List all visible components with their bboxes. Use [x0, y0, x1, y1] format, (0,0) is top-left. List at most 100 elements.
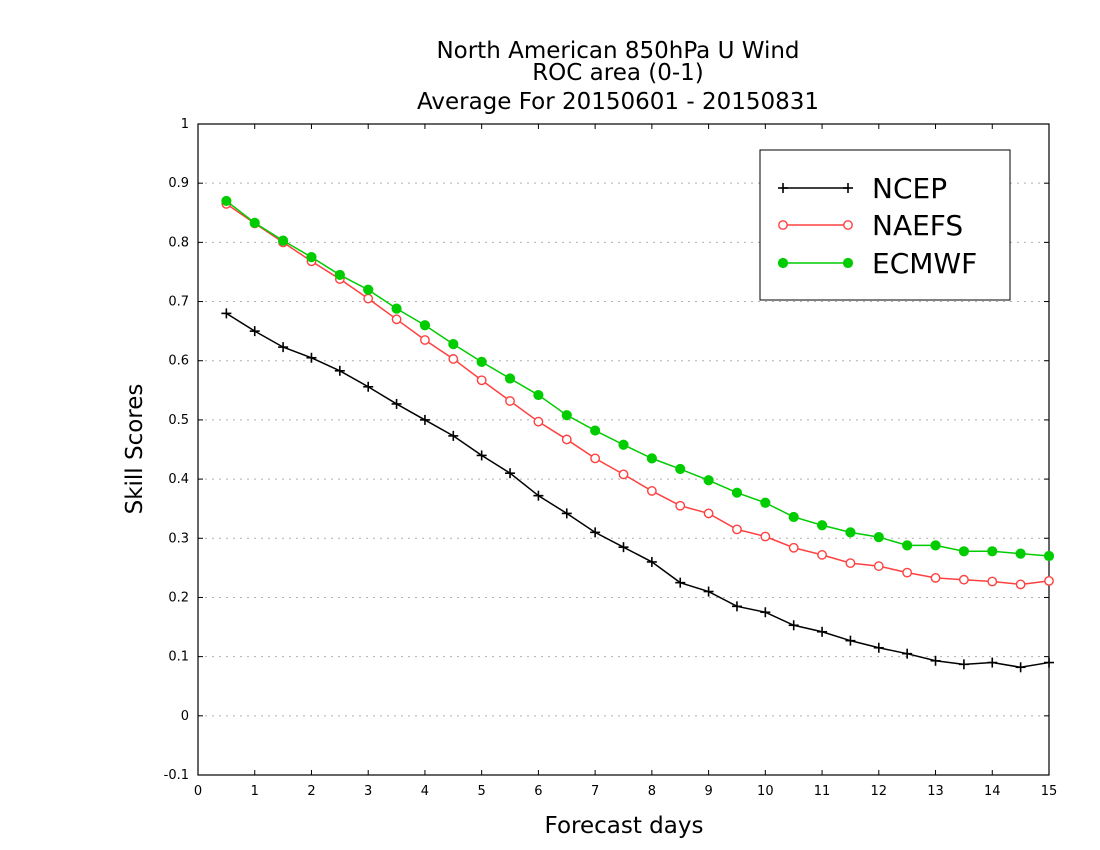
x-tick-label: 2: [307, 784, 315, 799]
point-naefs: [391, 314, 402, 325]
point-ecmwf: [278, 235, 289, 246]
point-ncep: [1015, 662, 1026, 673]
point-ecmwf: [476, 356, 487, 368]
point-naefs: [703, 508, 714, 519]
point-ncep: [590, 527, 601, 538]
x-tick-label: 11: [814, 784, 831, 799]
legend-label-ncep: NCEP: [872, 172, 947, 205]
point-ecmwf: [646, 453, 657, 464]
point-ecmwf: [419, 320, 431, 331]
point-ecmwf: [675, 463, 686, 475]
point-ncep: [505, 468, 516, 479]
point-ncep: [760, 607, 771, 618]
y-tick-label: 0.5: [168, 413, 189, 428]
plot-frame: [197, 123, 1050, 776]
y-tick-label: 0.2: [168, 590, 189, 605]
point-naefs: [845, 558, 856, 569]
y-axis-title: Skill Scores: [122, 384, 148, 515]
point-naefs: [533, 416, 544, 427]
point-ecmwf: [930, 540, 941, 551]
point-ecmwf: [873, 531, 884, 543]
y-tick-label: 1: [181, 117, 189, 132]
series-naefs: [221, 198, 1054, 590]
point-ncep: [845, 635, 856, 646]
point-naefs: [618, 469, 629, 480]
point-ncep: [930, 655, 941, 666]
y-tick-label: 0.6: [168, 354, 189, 369]
y-tick-label: 0.7: [168, 295, 189, 310]
point-ncep: [561, 508, 572, 519]
point-naefs: [590, 453, 601, 464]
legend: NCEP NAEFS ECMWF: [759, 149, 1011, 301]
point-naefs: [873, 561, 884, 571]
point-ncep: [618, 542, 629, 553]
point-ecmwf: [306, 252, 317, 263]
y-tick-label: 0: [181, 709, 189, 724]
point-ncep: [703, 586, 714, 597]
point-ecmwf: [1043, 550, 1055, 562]
point-naefs: [476, 375, 487, 386]
point-naefs: [959, 574, 969, 585]
point-ecmwf: [249, 217, 260, 228]
point-ecmwf: [987, 546, 998, 557]
x-tick-label: 14: [984, 784, 1001, 799]
point-ecmwf: [845, 527, 856, 538]
point-ecmwf: [334, 269, 345, 281]
point-naefs: [987, 576, 998, 587]
point-ecmwf: [731, 487, 743, 498]
point-naefs: [1015, 579, 1026, 590]
legend-marker-naefs: [778, 220, 788, 230]
point-ecmwf: [590, 425, 601, 436]
point-ncep: [817, 626, 828, 637]
point-ncep: [391, 398, 402, 409]
point-ecmwf: [1015, 548, 1026, 559]
x-tick-label: 5: [478, 784, 486, 799]
legend-item-naefs: NAEFS: [778, 209, 963, 242]
legend-marker-ncep: [778, 183, 788, 193]
x-tick-label: 3: [364, 784, 372, 799]
legend-item-ecmwf: ECMWF: [777, 247, 977, 280]
point-ncep: [476, 450, 487, 461]
point-ncep: [419, 414, 430, 425]
legend-item-ncep: NCEP: [778, 172, 947, 205]
x-tick-label: 1: [251, 784, 259, 799]
y-tick-label: 0.8: [168, 235, 189, 250]
point-ncep: [221, 308, 232, 319]
point-naefs: [788, 542, 799, 553]
series-ecmwf: [221, 195, 1055, 562]
x-tick-label: 7: [591, 784, 599, 799]
legend-label-ecmwf: ECMWF: [872, 247, 977, 280]
y-tick-label: 0.3: [168, 531, 189, 546]
point-ncep: [902, 648, 913, 659]
x-tick-label: 6: [534, 784, 542, 799]
point-naefs: [505, 396, 515, 406]
point-ncep: [873, 642, 884, 653]
y-tick-label: -0.1: [164, 768, 189, 783]
point-ecmwf: [902, 540, 913, 551]
chart-title: North American 850hPa U Wind ROC area (0…: [417, 38, 819, 115]
point-naefs: [675, 500, 686, 511]
point-naefs: [902, 567, 913, 578]
point-naefs: [817, 549, 827, 560]
y-tick-label: 0.1: [168, 650, 189, 665]
x-tick-label: 4: [421, 784, 429, 799]
point-ncep: [334, 365, 345, 376]
point-ncep: [363, 381, 374, 392]
point-ncep: [731, 601, 742, 612]
point-ncep: [249, 326, 260, 337]
title-line-2: ROC area (0-1): [532, 60, 704, 86]
point-ncep: [675, 577, 686, 588]
y-tick-label: 0.9: [168, 176, 189, 191]
point-naefs: [646, 486, 657, 496]
point-ncep: [1044, 657, 1054, 668]
point-ncep: [987, 657, 998, 668]
x-tick-label: 15: [1041, 784, 1058, 799]
x-tick-label: 13: [927, 784, 944, 799]
x-tick-label: 9: [704, 784, 712, 799]
point-ecmwf: [504, 373, 516, 384]
point-ecmwf: [958, 546, 970, 557]
legend-marker-naefs: [843, 220, 853, 230]
point-naefs: [561, 434, 572, 445]
point-naefs: [732, 524, 742, 535]
